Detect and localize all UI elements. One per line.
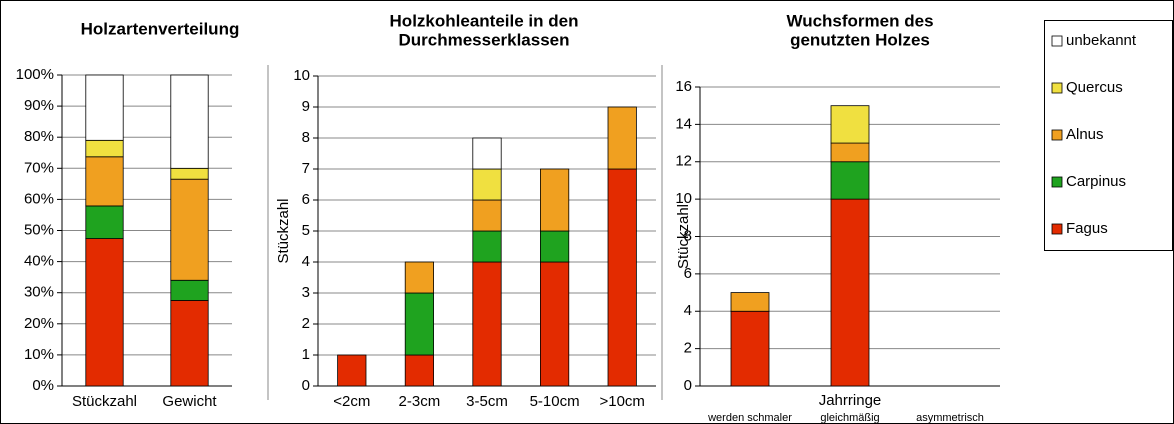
bar-segment xyxy=(85,156,124,207)
bar-segment xyxy=(472,137,502,170)
chart-title: Holzartenverteilung xyxy=(81,19,240,38)
legend-swatch xyxy=(1051,82,1063,94)
legend-label: Carpinus xyxy=(1066,173,1126,190)
bar-segment xyxy=(540,261,570,387)
x-tick-label: <2cm xyxy=(333,393,370,410)
bar-segment xyxy=(607,106,637,170)
x-tick-label: asymmetrisch xyxy=(916,412,984,424)
bar-segment xyxy=(170,300,209,387)
x-axis-title: Jahrringe xyxy=(819,392,882,409)
y-tick-label: 40% xyxy=(24,253,54,270)
legend-label: Quercus xyxy=(1066,79,1123,96)
y-tick-label: 3 xyxy=(302,284,310,301)
bar-segment xyxy=(830,142,870,163)
bar-segment xyxy=(170,74,209,169)
chart-title: Holzkohleanteile in den xyxy=(390,11,579,30)
x-tick-label: Gewicht xyxy=(162,393,217,410)
bar-segment xyxy=(472,230,502,263)
y-tick-label: 16 xyxy=(675,78,692,95)
legend-box xyxy=(1044,20,1173,251)
y-tick-label: 6 xyxy=(302,191,310,208)
y-tick-label: 20% xyxy=(24,315,54,332)
y-tick-label: 6 xyxy=(684,265,692,282)
bar-segment xyxy=(730,310,770,387)
bar-segment xyxy=(472,261,502,387)
x-tick-label: Stückzahl xyxy=(72,393,137,410)
bar-segment xyxy=(540,168,570,232)
bar-segment xyxy=(170,279,209,301)
bar-segment xyxy=(404,292,434,356)
y-tick-label: 70% xyxy=(24,159,54,176)
x-tick-label: 2-3cm xyxy=(399,393,441,410)
legend-swatch xyxy=(1051,176,1063,188)
y-tick-label: 9 xyxy=(302,98,310,115)
bar-segment xyxy=(170,178,209,281)
y-tick-label: 0 xyxy=(684,377,692,394)
bar-segment xyxy=(830,198,870,387)
bar-segment xyxy=(404,261,434,294)
y-tick-label: 4 xyxy=(684,302,692,319)
y-tick-label: 10% xyxy=(24,346,54,363)
bar-segment xyxy=(607,168,637,387)
bar-segment xyxy=(85,139,124,158)
y-tick-label: 90% xyxy=(24,97,54,114)
y-tick-label: 0% xyxy=(32,377,54,394)
bar-segment xyxy=(540,230,570,263)
y-tick-label: 8 xyxy=(302,129,310,146)
legend-swatch xyxy=(1051,35,1063,47)
x-tick-label: >10cm xyxy=(599,393,644,410)
bar-segment xyxy=(85,74,124,141)
y-axis-title: Stückzahl xyxy=(275,198,292,263)
y-tick-label: 80% xyxy=(24,128,54,145)
chart-title: Wuchsformen des xyxy=(786,11,933,30)
y-tick-label: 8 xyxy=(684,227,692,244)
chart-title: genutzten Holzes xyxy=(790,30,930,49)
y-tick-label: 7 xyxy=(302,160,310,177)
chart-title: Durchmesserklassen xyxy=(398,30,569,49)
x-tick-label: werden schmaler xyxy=(707,412,792,424)
bar-segment xyxy=(337,354,367,387)
legend-label: Fagus xyxy=(1066,220,1108,237)
y-tick-label: 2 xyxy=(302,315,310,332)
x-tick-label: 3-5cm xyxy=(466,393,508,410)
legend-label: unbekannt xyxy=(1066,32,1137,49)
x-tick-label: 5-10cm xyxy=(530,393,580,410)
bar-segment xyxy=(85,205,124,239)
y-tick-label: 2 xyxy=(684,340,692,357)
y-tick-label: 1 xyxy=(302,346,310,363)
y-tick-label: 10 xyxy=(675,190,692,207)
y-tick-label: 12 xyxy=(675,153,692,170)
bar-segment xyxy=(830,161,870,200)
bar-segment xyxy=(85,238,124,387)
legend-swatch xyxy=(1051,223,1063,235)
legend-label: Alnus xyxy=(1066,126,1104,143)
y-axis-title: Stückzahl xyxy=(675,204,692,269)
y-tick-label: 100% xyxy=(16,66,54,83)
bar-segment xyxy=(170,167,209,180)
y-tick-label: 60% xyxy=(24,190,54,207)
bar-segment xyxy=(472,199,502,232)
bar-segment xyxy=(404,354,434,387)
bar-segment xyxy=(830,105,870,144)
y-tick-label: 14 xyxy=(675,115,692,132)
bar-segment xyxy=(730,292,770,312)
y-tick-label: 50% xyxy=(24,221,54,238)
y-tick-label: 10 xyxy=(293,67,310,84)
y-tick-label: 30% xyxy=(24,284,54,301)
y-tick-label: 0 xyxy=(302,377,310,394)
y-tick-label: 4 xyxy=(302,253,310,270)
x-tick-label: gleichmäßig xyxy=(820,412,879,424)
bar-segment xyxy=(472,168,502,201)
legend-swatch xyxy=(1051,129,1063,141)
y-tick-label: 5 xyxy=(302,222,310,239)
